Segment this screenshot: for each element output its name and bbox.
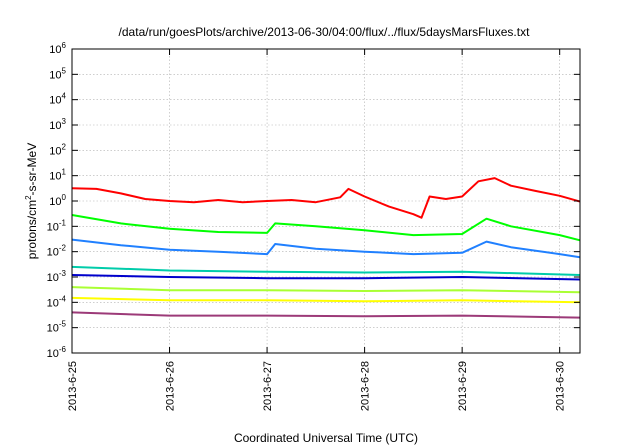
y-tick-label: 10-5	[47, 320, 67, 335]
y-tick-label: 104	[49, 92, 66, 107]
x-tick-label: 2013-6-29	[457, 361, 469, 411]
x-tick-label: 2013-6-26	[165, 361, 177, 411]
x-tick-label: 2013-6-25	[67, 361, 79, 411]
series-line-2	[71, 214, 581, 242]
series-line-8	[71, 311, 581, 319]
y-axis-ticks: 10-6 10-5 10-4 10-3 10-2 10-1 100 101 102 103 104 1…	[47, 41, 580, 360]
y-tick-label: 10-1	[47, 218, 67, 233]
x-tick-label: 2013-6-28	[360, 361, 372, 411]
x-axis-ticks: 2013-6-25 2013-6-26 2013-6-27 2013-6-28 2013…	[67, 49, 567, 411]
series-line-5	[71, 274, 581, 281]
y-tick-label: 10-2	[47, 244, 67, 259]
x-tick-label: 2013-6-30	[555, 361, 567, 411]
y-tick-label: 10-3	[47, 269, 67, 284]
y-tick-label: 102	[49, 142, 66, 157]
y-axis-label-rest: -s-sr-MeV	[25, 143, 39, 196]
x-tick-label: 2013-6-27	[262, 361, 274, 411]
y-tick-label: 106	[49, 41, 66, 56]
y-axis-label-main: protons/cm	[25, 200, 39, 259]
series-line-7	[71, 296, 581, 304]
y-tick-label: 10-6	[47, 345, 67, 360]
y-axis-label-sup: 2	[24, 195, 33, 200]
y-tick-label: 103	[49, 117, 66, 132]
y-tick-label: 100	[49, 193, 66, 208]
plot-area	[71, 177, 581, 319]
x-axis-label: Coordinated Universal Time (UTC)	[234, 431, 418, 445]
chart-title: /data/run/goesPlots/archive/2013-06-30/0…	[119, 25, 531, 39]
series-line-1	[71, 177, 581, 219]
y-tick-label: 101	[49, 168, 66, 183]
series-line-6	[71, 286, 581, 294]
y-axis-label: protons/cm2-s-sr-MeV	[24, 143, 39, 259]
y-tick-label: 10-4	[47, 294, 67, 309]
series-line-3	[71, 238, 581, 259]
y-tick-label: 105	[49, 66, 66, 81]
series-line-4	[71, 265, 581, 276]
